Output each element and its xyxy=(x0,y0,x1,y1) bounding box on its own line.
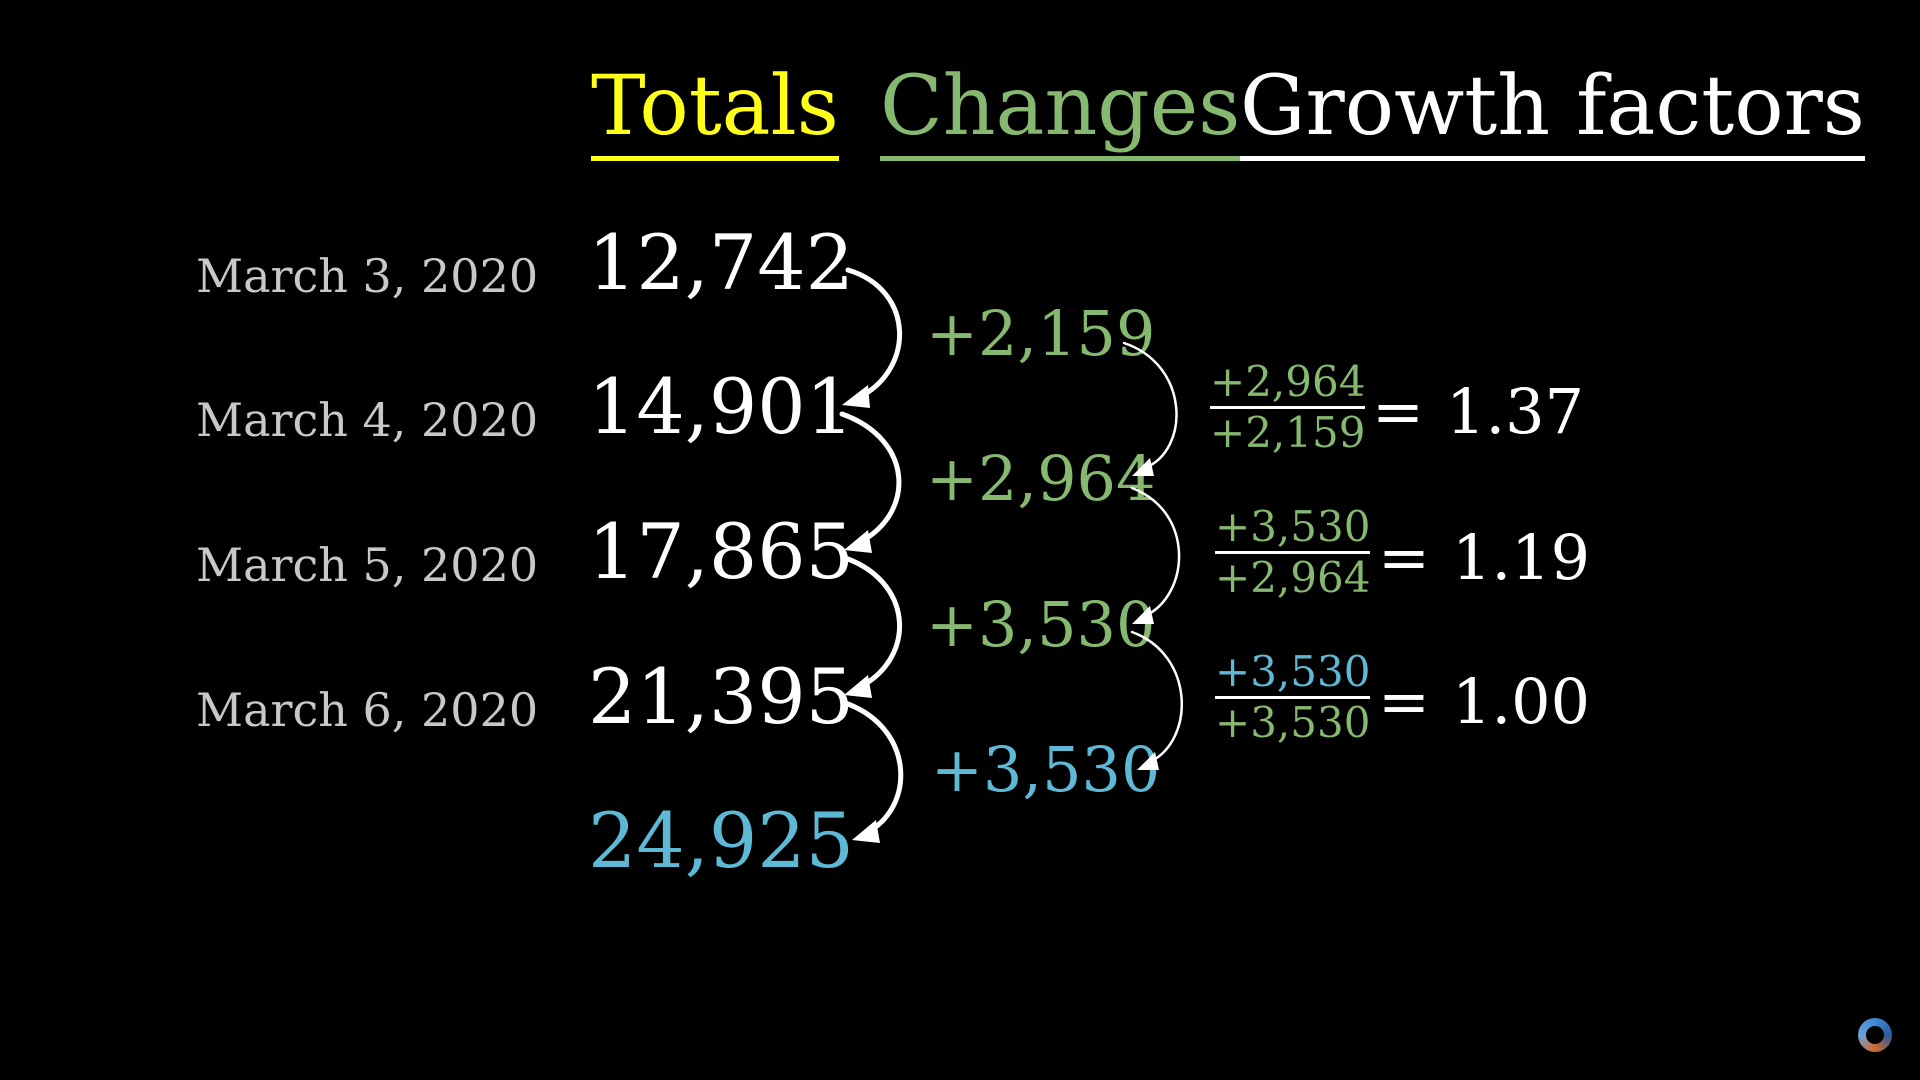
date-label: March 3, 2020 xyxy=(196,249,539,303)
header-totals: Totals xyxy=(591,66,839,161)
date-label: March 4, 2020 xyxy=(196,393,539,447)
total-value: 14,901 xyxy=(588,362,854,451)
arrowhead xyxy=(1132,458,1154,476)
growth-factor-value: 1.37 xyxy=(1446,375,1585,448)
growth-fraction: +2,964 +2,159 xyxy=(1210,357,1366,458)
arrow-changes-1 xyxy=(1122,341,1178,470)
equals-sign: = xyxy=(1378,665,1430,738)
date-label: March 5, 2020 xyxy=(196,538,539,592)
change-value-predicted: +3,530 xyxy=(931,733,1161,806)
header-growth-factors: Growth factors xyxy=(1240,66,1865,161)
arrow-totals-3 xyxy=(845,556,903,691)
arrowhead xyxy=(1132,606,1154,624)
total-value: 17,865 xyxy=(588,507,854,596)
arrow-totals-4 xyxy=(845,701,904,836)
total-value-predicted: 24,925 xyxy=(588,796,854,885)
arrowhead xyxy=(842,385,870,408)
arrowhead xyxy=(1137,752,1159,770)
equals-sign: = xyxy=(1378,521,1430,594)
channel-logo-icon xyxy=(1858,1018,1892,1052)
fraction-bar xyxy=(1215,551,1371,555)
arrow-totals-1 xyxy=(845,267,903,401)
arrow-totals-2 xyxy=(839,411,902,546)
header-changes: Changes xyxy=(880,66,1241,161)
growth-fraction: +3,530 +2,964 xyxy=(1215,502,1371,603)
change-value: +3,530 xyxy=(926,588,1156,661)
fraction-denominator: +2,159 xyxy=(1210,408,1366,458)
growth-fraction: +3,530 +3,530 xyxy=(1215,647,1371,748)
arrow-changes-3 xyxy=(1130,630,1184,764)
fraction-denominator: +3,530 xyxy=(1215,698,1371,748)
fraction-denominator: +2,964 xyxy=(1215,553,1371,603)
date-label: March 6, 2020 xyxy=(196,683,539,737)
arrowhead xyxy=(844,675,872,698)
fraction-bar xyxy=(1215,696,1371,700)
growth-factor-value: 1.00 xyxy=(1452,665,1591,738)
equals-sign: = xyxy=(1372,375,1424,448)
arrow-changes-2 xyxy=(1130,486,1181,618)
arrowhead xyxy=(844,530,872,553)
fraction-numerator: +3,530 xyxy=(1215,502,1371,551)
total-value: 12,742 xyxy=(588,218,854,307)
arrowhead xyxy=(852,820,880,843)
fraction-numerator: +2,964 xyxy=(1210,357,1366,406)
total-value: 21,395 xyxy=(588,652,854,741)
fraction-numerator: +3,530 xyxy=(1215,647,1371,696)
growth-factor-value: 1.19 xyxy=(1452,521,1591,594)
change-value: +2,964 xyxy=(926,442,1156,515)
fraction-bar xyxy=(1210,406,1366,410)
change-value: +2,159 xyxy=(926,297,1156,370)
